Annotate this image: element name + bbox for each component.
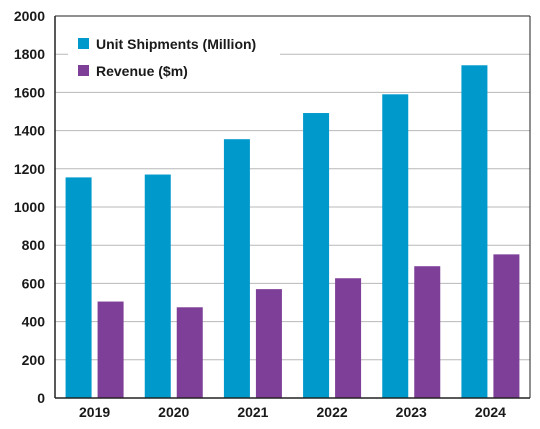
x-tick-label: 2023 [396, 404, 427, 420]
legend-swatch-0 [78, 38, 89, 49]
bar-revenue-2023 [414, 266, 441, 398]
x-tick-label: 2020 [158, 404, 189, 420]
bar-unit-shipments-2022 [303, 113, 330, 398]
y-tick-label: 400 [22, 314, 46, 330]
legend-swatch-1 [78, 65, 89, 76]
bar-unit-shipments-2021 [223, 139, 250, 398]
y-tick-label: 1800 [14, 46, 45, 62]
legend-label-0: Unit Shipments (Million) [96, 36, 256, 52]
y-tick-label: 1000 [14, 199, 45, 215]
x-tick-label: 2019 [79, 404, 110, 420]
y-tick-label: 800 [22, 237, 46, 253]
y-tick-label: 600 [22, 275, 46, 291]
y-tick-label: 1400 [14, 123, 45, 139]
x-tick-label: 2021 [237, 404, 268, 420]
y-tick-label: 2000 [14, 8, 45, 24]
y-tick-labels: 0 200 400 600 800 1000 1200 1400 1600 1800 2000 [14, 8, 45, 406]
bars [65, 65, 520, 398]
legend: Unit Shipments (Million) Revenue ($m) [68, 29, 280, 87]
y-tick-label: 1200 [14, 161, 45, 177]
bar-unit-shipments-2024 [461, 65, 488, 398]
bar-revenue-2019 [97, 301, 124, 398]
axes [54, 15, 531, 399]
x-tick-label: 2024 [475, 404, 506, 420]
bar-revenue-2022 [335, 278, 362, 398]
legend-background [68, 29, 280, 87]
y-tick-label: 200 [22, 352, 46, 368]
bar-revenue-2021 [255, 289, 282, 398]
y-tick-label: 0 [37, 390, 45, 406]
legend-label-1: Revenue ($m) [96, 63, 188, 79]
bar-unit-shipments-2020 [144, 174, 171, 398]
bar-revenue-2024 [493, 254, 520, 398]
bar-unit-shipments-2019 [65, 177, 92, 398]
x-tick-labels: 2019 2020 2021 2022 2023 2024 [79, 404, 506, 420]
bar-unit-shipments-2023 [382, 94, 409, 398]
y-tick-label: 1600 [14, 84, 45, 100]
x-tick-label: 2022 [317, 404, 348, 420]
bar-revenue-2020 [176, 307, 203, 398]
